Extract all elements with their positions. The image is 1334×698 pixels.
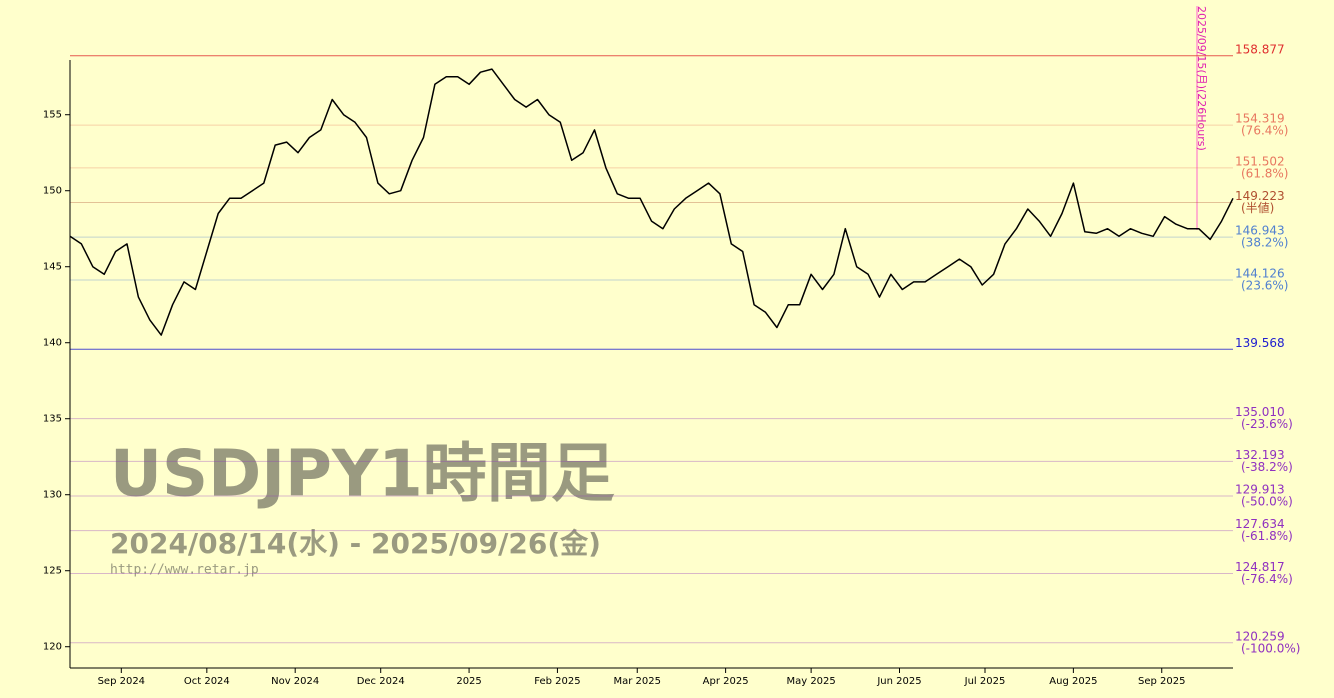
y-tick-label: 130 — [43, 490, 62, 501]
x-tick-label: 2025 — [456, 676, 481, 687]
level-label: 144.126 — [1235, 267, 1285, 281]
watermark-source: http://www.retar.jp — [110, 563, 259, 578]
level-ratio: (38.2%) — [1241, 236, 1288, 250]
level-ratio: (-76.4%) — [1241, 572, 1293, 586]
price-line — [69, 68, 1234, 336]
level-label: 146.943 — [1235, 224, 1285, 238]
x-tick-label: Sep 2024 — [98, 676, 145, 687]
x-tick-label: Nov 2024 — [271, 676, 319, 687]
annotation: 2025/09/15(月)(226Hours) — [1195, 6, 1208, 151]
x-tick-label: Aug 2025 — [1049, 676, 1097, 687]
x-tick-label: Mar 2025 — [613, 676, 661, 687]
x-tick-label: Jul 2025 — [964, 676, 1006, 687]
level-label: 129.913 — [1235, 483, 1285, 497]
y-tick-label: 145 — [43, 262, 62, 273]
y-tick-label: 150 — [43, 186, 62, 197]
level-ratio: (61.8%) — [1241, 166, 1288, 180]
level-label: 120.259 — [1235, 629, 1285, 643]
x-tick-label: Jun 2025 — [876, 676, 921, 687]
watermark-subtitle: 2024/08/14(水) - 2025/09/26(金) — [110, 527, 601, 560]
y-tick-label: 155 — [43, 110, 62, 121]
y-tick-label: 120 — [43, 642, 62, 653]
x-tick-label: Dec 2024 — [357, 676, 405, 687]
level-ratio: (-38.2%) — [1241, 460, 1293, 474]
level-label: 139.568 — [1235, 336, 1285, 350]
level-label: 158.877 — [1235, 42, 1285, 56]
level-label: 124.817 — [1235, 560, 1285, 574]
level-ratio: (-23.6%) — [1241, 417, 1293, 431]
level-ratio: (-61.8%) — [1241, 529, 1293, 543]
level-ratio: (-50.0%) — [1241, 495, 1293, 509]
level-label: 149.223 — [1235, 189, 1285, 203]
x-tick-label: Sep 2025 — [1138, 676, 1185, 687]
y-tick-label: 140 — [43, 338, 62, 349]
x-tick-label: May 2025 — [786, 676, 835, 687]
level-ratio: (半値) — [1241, 200, 1274, 215]
level-label: 135.010 — [1235, 405, 1285, 419]
level-label: 154.319 — [1235, 112, 1285, 126]
level-label: 127.634 — [1235, 517, 1285, 531]
x-tick-label: Oct 2024 — [184, 676, 230, 687]
level-ratio: (23.6%) — [1241, 279, 1288, 293]
level-ratio: (76.4%) — [1241, 124, 1288, 138]
x-tick-label: Feb 2025 — [534, 676, 580, 687]
x-tick-label: Apr 2025 — [703, 676, 749, 687]
level-label: 151.502 — [1235, 154, 1285, 168]
y-tick-label: 135 — [43, 414, 62, 425]
y-tick-label: 125 — [43, 566, 62, 577]
level-ratio: (-100.0%) — [1241, 641, 1300, 655]
level-label: 132.193 — [1235, 448, 1285, 462]
watermark-title: USDJPY1時間足 — [110, 438, 615, 512]
